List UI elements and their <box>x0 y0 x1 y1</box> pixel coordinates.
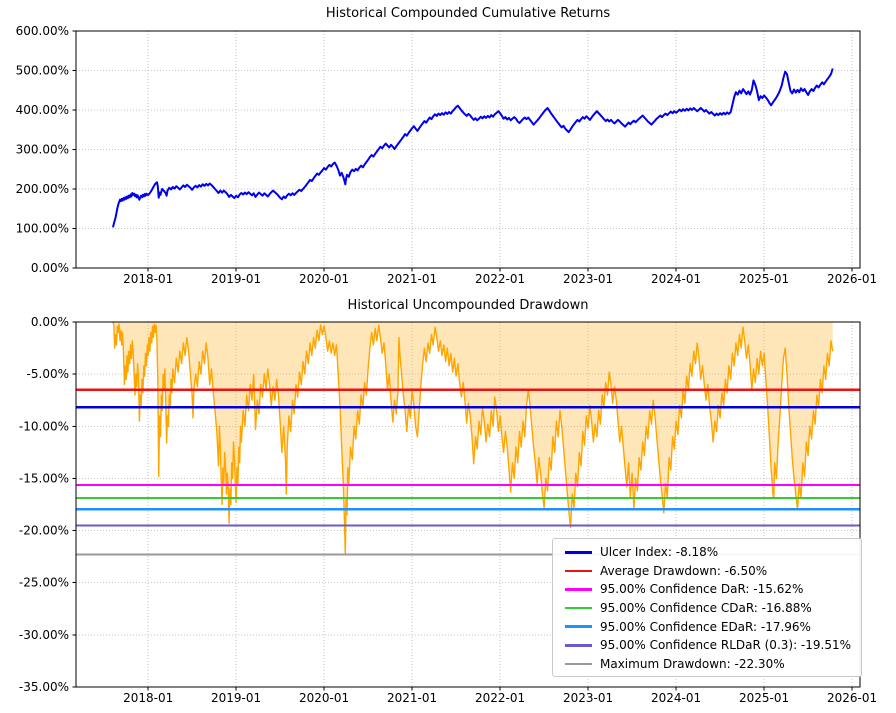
legend-item-label: Maximum Drawdown: -22.30% <box>600 656 785 671</box>
x-tick-label: 2025-01 <box>739 691 789 705</box>
cumulative-returns-line <box>112 68 834 228</box>
drawdown-legend: Ulcer Index: -8.18% Average Drawdown: -6.… <box>552 538 862 677</box>
legend-item-label: 95.00% Confidence DaR: -15.62% <box>600 582 804 597</box>
plot-border <box>75 321 861 688</box>
x-tick-label: 2019-01 <box>211 691 261 705</box>
x-tick-label: 2020-01 <box>299 272 349 286</box>
x-tick-label: 2024-01 <box>651 691 701 705</box>
y-tick-label: -15.00% <box>19 471 69 485</box>
legend-item: Maximum Drawdown: -22.30% <box>561 655 857 674</box>
legend-item-label: 95.00% Confidence RLDaR (0.3): -19.51% <box>600 638 852 653</box>
x-tick-label: 2024-01 <box>651 272 701 286</box>
drawdown-area <box>113 322 833 555</box>
legend-line-swatch <box>565 625 592 628</box>
y-tick-label: 0.00% <box>31 315 69 329</box>
legend-line-swatch <box>565 551 592 554</box>
legend-item-label: Ulcer Index: -8.18% <box>600 545 719 560</box>
drawdown-chart-title: Historical Uncompounded Drawdown <box>347 298 589 313</box>
legend-item: Average Drawdown: -6.50% <box>561 562 857 581</box>
x-tick-label: 2020-01 <box>299 691 349 705</box>
y-tick-label: -10.00% <box>19 419 69 433</box>
legend-item: 95.00% Confidence DaR: -15.62% <box>561 580 857 599</box>
x-tick-label: 2022-01 <box>475 691 525 705</box>
legend-item-label: 95.00% Confidence EDaR: -17.96% <box>600 619 811 634</box>
legend-item: Ulcer Index: -8.18% <box>561 543 857 562</box>
returns-chart-title: Historical Compounded Cumulative Returns <box>325 6 611 21</box>
legend-line-swatch <box>565 644 592 647</box>
legend-item: 95.00% Confidence EDaR: -17.96% <box>561 617 857 636</box>
legend-item-label: Average Drawdown: -6.50% <box>600 563 768 578</box>
y-tick-label: -30.00% <box>19 628 69 642</box>
x-tick-label: 2018-01 <box>123 691 173 705</box>
x-tick-label: 2019-01 <box>211 272 261 286</box>
x-tick-label: 2026-01 <box>827 272 877 286</box>
y-tick-label: -20.00% <box>19 524 69 538</box>
y-tick-label: 0.00% <box>31 261 69 275</box>
x-tick-label: 2018-01 <box>123 272 173 286</box>
x-tick-label: 2021-01 <box>387 272 437 286</box>
y-tick-label: -5.00% <box>27 367 69 381</box>
x-tick-label: 2022-01 <box>475 272 525 286</box>
x-tick-label: 2025-01 <box>739 272 789 286</box>
y-tick-label: -35.00% <box>19 680 69 694</box>
y-tick-label: 600.00% <box>16 24 69 38</box>
y-tick-label: -25.00% <box>19 576 69 590</box>
legend-line-swatch <box>565 662 592 666</box>
legend-item: 95.00% Confidence RLDaR (0.3): -19.51% <box>561 636 857 655</box>
x-tick-label: 2023-01 <box>563 691 613 705</box>
x-tick-label: 2021-01 <box>387 691 437 705</box>
y-tick-label: 200.00% <box>16 182 69 196</box>
x-tick-label: 2023-01 <box>563 272 613 286</box>
legend-line-swatch <box>565 606 592 610</box>
y-tick-label: 500.00% <box>16 64 69 78</box>
drawdown-line <box>112 321 834 556</box>
legend-item: 95.00% Confidence CDaR: -16.88% <box>561 599 857 618</box>
y-tick-label: 100.00% <box>16 222 69 236</box>
legend-line-swatch <box>565 569 592 573</box>
legend-item-label: 95.00% Confidence CDaR: -16.88% <box>600 601 812 616</box>
x-tick-label: 2026-01 <box>827 691 877 705</box>
legend-line-swatch <box>565 588 592 591</box>
y-tick-label: 300.00% <box>16 143 69 157</box>
y-tick-label: 400.00% <box>16 103 69 117</box>
